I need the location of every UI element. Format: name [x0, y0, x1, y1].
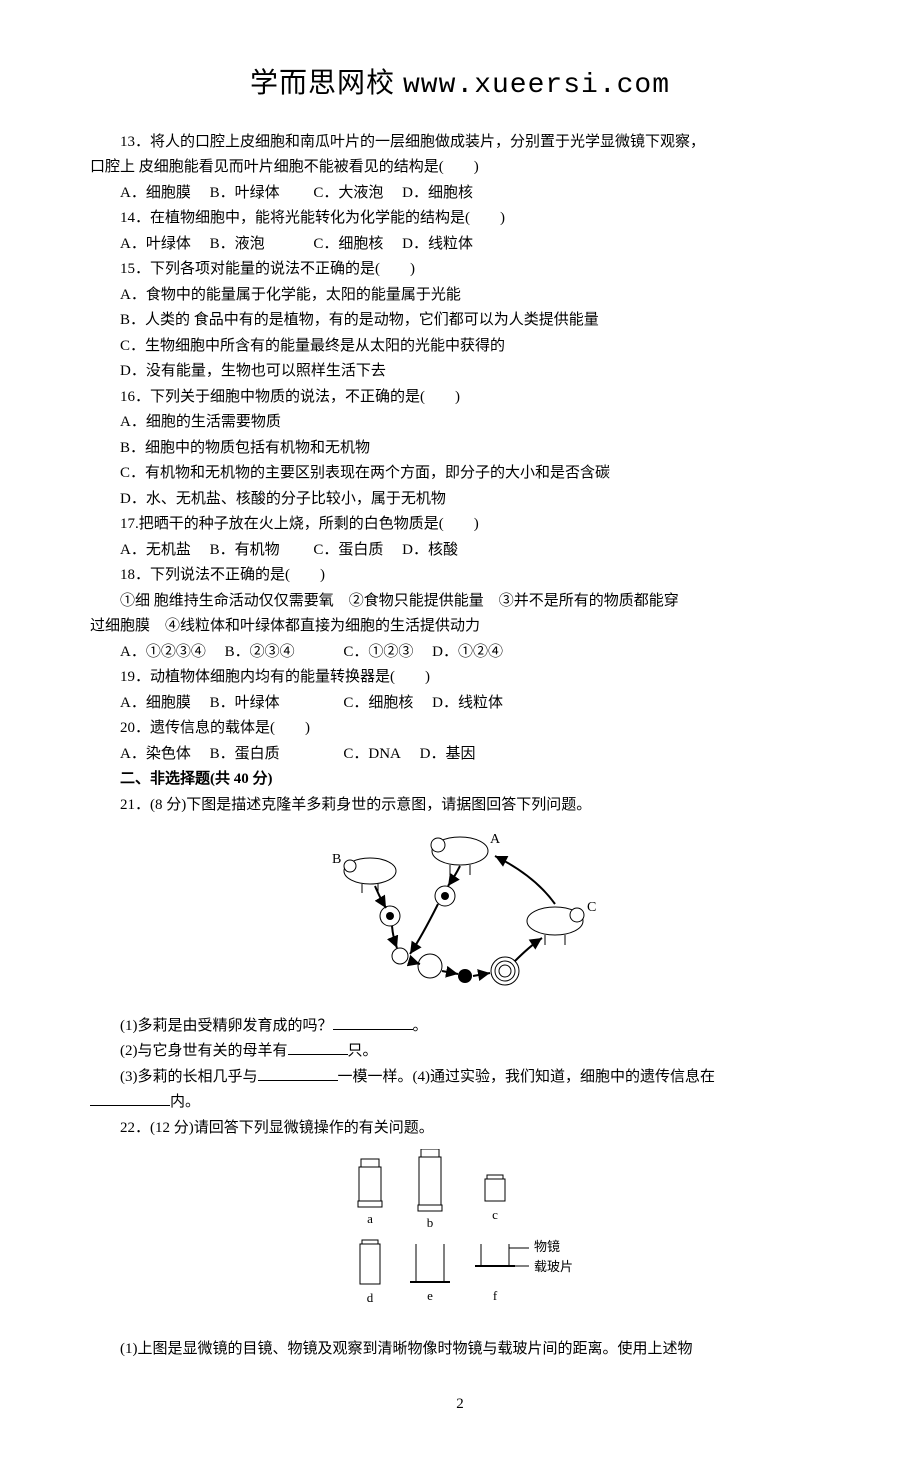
q15-opt-a: A．食物中的能量属于化学能，太阳的能量属于光能 — [90, 283, 830, 309]
q18-stem: 18．下列说法不正确的是( ) — [90, 563, 830, 589]
q17-options: A．无机盐 B．有机物 C．蛋白质 D．核酸 — [90, 538, 830, 564]
q20-opt-b: B．蛋白质 — [210, 746, 280, 762]
fig22-label-c: c — [492, 1207, 498, 1222]
q14-opt-b: B．液泡 — [210, 236, 265, 252]
q21-p2-text: (2)与它身世有关的母羊有 — [120, 1043, 288, 1059]
q18-opt-c: C．①②③ — [343, 644, 413, 660]
q17-opt-a: A．无机盐 — [120, 542, 191, 558]
q14-opt-a: A．叶绿体 — [120, 236, 191, 252]
fig22-label-f: f — [493, 1288, 498, 1303]
q19-opt-b: B．叶绿体 — [210, 695, 280, 711]
q22-p1: (1)上图是显微镜的目镜、物镜及观察到清晰物像时物镜与载玻片间的距离。使用上述物 — [90, 1337, 830, 1363]
q21-p1: (1)多莉是由受精卵发育成的吗？ 。 — [90, 1014, 830, 1040]
q13-opt-d: D．细胞核 — [402, 185, 473, 201]
fig22-label-a: a — [367, 1211, 373, 1226]
fig22-label-e: e — [427, 1288, 433, 1303]
fig22-label-obj: 物镜 — [534, 1239, 560, 1254]
q21-p2: (2)与它身世有关的母羊有 只。 — [90, 1039, 830, 1065]
q15-opt-d: D．没有能量，生物也可以照样生活下去 — [90, 359, 830, 385]
header-site-name: 学而思网校 — [250, 68, 395, 99]
q16-opt-d: D．水、无机盐、核酸的分子比较小，属于无机物 — [90, 487, 830, 513]
fig22-label-b: b — [427, 1215, 434, 1230]
q15-stem: 15．下列各项对能量的说法不正确的是( ) — [90, 257, 830, 283]
q20-opt-a: A．染色体 — [120, 746, 191, 762]
figure-dolly-clone: A B C — [90, 826, 830, 1006]
q13-stem-line2: 口腔上 皮细胞能看见而叶片细胞不能被看见的结构是( ) — [90, 155, 830, 181]
q16-stem: 16．下列关于细胞中物质的说法，不正确的是( ) — [90, 385, 830, 411]
q21-p3a-text: (3)多莉的长相几乎与 — [120, 1069, 258, 1085]
q21-p3-end: 内。 — [170, 1094, 200, 1110]
q19-stem: 19．动植物体细胞内均有的能量转换器是( ) — [90, 665, 830, 691]
q20-stem: 20．遗传信息的载体是( ) — [90, 716, 830, 742]
q14-opt-d: D．线粒体 — [402, 236, 473, 252]
q21-p3b-text: 一模一样。(4)通过实验，我们知道，细胞中的遗传信息在 — [338, 1069, 716, 1085]
fig22-label-slide: 载玻片 — [534, 1259, 573, 1274]
q18-line-a: ①细 胞维持生命活动仅仅需要氧 ②食物只能提供能量 ③并不是所有的物质都能穿 — [90, 589, 830, 615]
q21-p3-end-line: 内。 — [90, 1090, 830, 1116]
q21-p1-end: 。 — [413, 1018, 428, 1034]
q20-options: A．染色体 B．蛋白质 C．DNA D．基因 — [90, 742, 830, 768]
q14-options: A．叶绿体 B．液泡 C．细胞核 D．线粒体 — [90, 232, 830, 258]
q16-opt-c: C．有机物和无机物的主要区别表现在两个方面，即分子的大小和是否含碳 — [90, 461, 830, 487]
q18-opt-a: A．①②③④ — [120, 644, 206, 660]
q17-stem: 17.把晒干的种子放在火上烧，所剩的白色物质是( ) — [90, 512, 830, 538]
q13-options: A．细胞膜 B．叶绿体 C．大液泡 D．细胞核 — [90, 181, 830, 207]
q14-opt-c: C．细胞核 — [313, 236, 383, 252]
q21-p2-end: 只。 — [348, 1043, 378, 1059]
q19-opt-a: A．细胞膜 — [120, 695, 191, 711]
fig22-label-d: d — [367, 1290, 374, 1305]
q13-opt-a: A．细胞膜 — [120, 185, 191, 201]
q15-opt-b: B．人类的 食品中有的是植物，有的是动物，它们都可以为人类提供能量 — [90, 308, 830, 334]
q13-opt-b: B．叶绿体 — [210, 185, 280, 201]
q18-opt-b: B．②③④ — [225, 644, 295, 660]
header-url: www.xueersi.com — [403, 70, 670, 101]
fig21-label-c: C — [587, 900, 596, 915]
q19-options: A．细胞膜 B．叶绿体 C．细胞核 D．线粒体 — [90, 691, 830, 717]
q13-opt-c: C．大液泡 — [313, 185, 383, 201]
q18-options: A．①②③④ B．②③④ C．①②③ D．①②④ — [90, 640, 830, 666]
q19-opt-c: C．细胞核 — [343, 695, 413, 711]
blank-input — [288, 1039, 348, 1055]
fig21-label-a: A — [490, 832, 501, 847]
page-number: 2 — [90, 1392, 830, 1418]
q17-opt-c: C．蛋白质 — [313, 542, 383, 558]
q21-stem: 21．(8 分)下图是描述克隆羊多莉身世的示意图，请据图回答下列问题。 — [90, 793, 830, 819]
blank-input — [333, 1014, 413, 1030]
blank-input — [258, 1065, 338, 1081]
q15-opt-c: C．生物细胞中所含有的能量最终是从太阳的光能中获得的 — [90, 334, 830, 360]
q13-stem-line1: 13．将人的口腔上皮细胞和南瓜叶片的一层细胞做成装片，分别置于光学显微镜下观察， — [90, 130, 830, 156]
q16-opt-a: A．细胞的生活需要物质 — [90, 410, 830, 436]
blank-input — [90, 1090, 170, 1106]
q14-stem: 14．在植物细胞中，能将光能转化为化学能的结构是( ) — [90, 206, 830, 232]
q22-stem: 22．(12 分)请回答下列显微镜操作的有关问题。 — [90, 1116, 830, 1142]
q18-line-b: 过细胞膜 ④线粒体和叶绿体都直接为细胞的生活提供动力 — [90, 614, 830, 640]
q17-opt-d: D．核酸 — [402, 542, 458, 558]
section2-title: 二、非选择题(共 40 分) — [90, 767, 830, 793]
q21-p1-text: (1)多莉是由受精卵发育成的吗？ — [120, 1018, 333, 1034]
q17-opt-b: B．有机物 — [210, 542, 280, 558]
fig21-label-b: B — [332, 852, 341, 867]
page-header: 学而思网校 www.xueersi.com — [90, 60, 830, 110]
q20-opt-d: D．基因 — [420, 746, 476, 762]
q19-opt-d: D．线粒体 — [432, 695, 503, 711]
q18-opt-d: D．①②④ — [432, 644, 503, 660]
q16-opt-b: B．细胞中的物质包括有机物和无机物 — [90, 436, 830, 462]
q21-p3: (3)多莉的长相几乎与 一模一样。(4)通过实验，我们知道，细胞中的遗传信息在 — [90, 1065, 830, 1091]
q20-opt-c: C．DNA — [343, 746, 401, 762]
